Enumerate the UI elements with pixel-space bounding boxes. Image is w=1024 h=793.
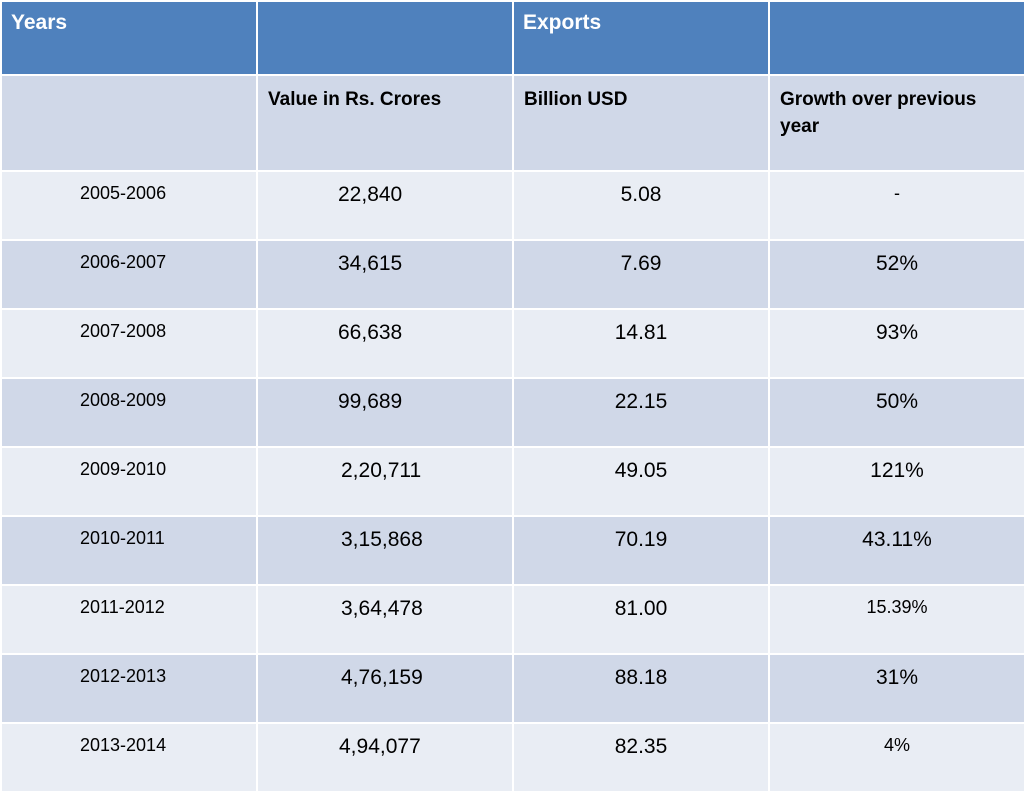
year-cell: 2006-2007	[0, 239, 258, 310]
header-cell-empty-1	[256, 0, 514, 76]
header-years: Years	[11, 11, 68, 34]
year-label: 2012-2013	[80, 666, 167, 686]
usd-cell: 70.19	[512, 515, 770, 586]
value-crores: 99,689	[338, 390, 403, 413]
year-cell: 2012-2013	[0, 653, 258, 724]
usd-cell: 49.05	[512, 446, 770, 517]
value-cell: 4,76,159	[256, 653, 514, 724]
year-label: 2006-2007	[80, 252, 167, 272]
table-row: 2010-2011 3,15,868 70.19 43.11%	[0, 515, 1024, 586]
usd-cell: 88.18	[512, 653, 770, 724]
table-row: 2007-2008 66,638 14.81 93%	[0, 308, 1024, 379]
year-cell: 2008-2009	[0, 377, 258, 448]
subheader-cell-growth: Growth over previous year	[768, 74, 1024, 172]
year-label: 2011-2012	[80, 597, 165, 617]
value-cell: 3,64,478	[256, 584, 514, 655]
value-crores: 4,94,077	[339, 735, 421, 758]
value-growth: 93%	[875, 321, 919, 344]
header-row: Years Exports	[0, 0, 1024, 76]
value-crores: 66,638	[338, 321, 403, 344]
value-cell: 3,15,868	[256, 515, 514, 586]
table-row: 2012-2013 4,76,159 88.18 31%	[0, 653, 1024, 724]
table-row: 2005-2006 22,840 5.08 -	[0, 170, 1024, 241]
growth-cell: 121%	[768, 446, 1024, 517]
subheader-growth: Growth over previous year	[780, 89, 977, 137]
value-usd: 70.19	[614, 528, 668, 551]
header-cell-empty-2	[768, 0, 1024, 76]
table-row: 2006-2007 34,615 7.69 52%	[0, 239, 1024, 310]
value-usd: 14.81	[614, 321, 668, 344]
value-crores: 3,64,478	[341, 597, 423, 620]
subheader-value-crores: Value in Rs. Crores	[268, 89, 442, 110]
growth-cell: 4%	[768, 722, 1024, 793]
value-growth: 4%	[883, 735, 910, 755]
header-cell-years: Years	[0, 0, 258, 76]
value-crores: 22,840	[338, 183, 403, 206]
value-cell: 2,20,711	[256, 446, 514, 517]
value-crores: 2,20,711	[341, 459, 422, 482]
usd-cell: 5.08	[512, 170, 770, 241]
header-exports: Exports	[523, 11, 602, 34]
year-cell: 2011-2012	[0, 584, 258, 655]
year-cell: 2009-2010	[0, 446, 258, 517]
year-cell: 2005-2006	[0, 170, 258, 241]
subheader-cell-usd: Billion USD	[512, 74, 770, 172]
year-label: 2005-2006	[80, 183, 167, 203]
usd-cell: 22.15	[512, 377, 770, 448]
year-cell: 2010-2011	[0, 515, 258, 586]
value-crores: 3,15,868	[341, 528, 423, 551]
value-growth: 50%	[875, 390, 919, 413]
value-usd: 49.05	[614, 459, 668, 482]
value-usd: 7.69	[620, 252, 662, 275]
value-usd: 5.08	[620, 183, 662, 206]
value-growth: 15.39%	[866, 597, 928, 617]
value-crores: 4,76,159	[341, 666, 423, 689]
growth-cell: -	[768, 170, 1024, 241]
value-cell: 99,689	[256, 377, 514, 448]
usd-cell: 81.00	[512, 584, 770, 655]
table-row: 2011-2012 3,64,478 81.00 15.39%	[0, 584, 1024, 655]
table-row: 2013-2014 4,94,077 82.35 4%	[0, 722, 1024, 793]
growth-cell: 31%	[768, 653, 1024, 724]
value-usd: 82.35	[614, 735, 668, 758]
growth-cell: 52%	[768, 239, 1024, 310]
year-label: 2010-2011	[80, 528, 165, 548]
year-cell: 2007-2008	[0, 308, 258, 379]
subheader-cell-empty	[0, 74, 258, 172]
growth-cell: 50%	[768, 377, 1024, 448]
usd-cell: 82.35	[512, 722, 770, 793]
growth-cell: 93%	[768, 308, 1024, 379]
value-growth: -	[894, 183, 900, 203]
year-label: 2007-2008	[80, 321, 167, 341]
value-crores: 34,615	[338, 252, 403, 275]
value-cell: 66,638	[256, 308, 514, 379]
table-row: 2009-2010 2,20,711 49.05 121%	[0, 446, 1024, 517]
year-label: 2008-2009	[80, 390, 167, 410]
value-usd: 22.15	[614, 390, 668, 413]
value-growth: 31%	[875, 666, 919, 689]
table-row: 2008-2009 99,689 22.15 50%	[0, 377, 1024, 448]
usd-cell: 7.69	[512, 239, 770, 310]
year-label: 2009-2010	[80, 459, 167, 479]
growth-cell: 43.11%	[768, 515, 1024, 586]
subheader-billion-usd: Billion USD	[524, 89, 628, 110]
value-usd: 81.00	[614, 597, 668, 620]
growth-cell: 15.39%	[768, 584, 1024, 655]
year-label: 2013-2014	[80, 735, 167, 755]
value-growth: 121%	[870, 459, 924, 482]
value-growth: 52%	[875, 252, 919, 275]
subheader-row: Value in Rs. Crores Billion USD Growth o…	[0, 74, 1024, 172]
subheader-cell-value: Value in Rs. Crores	[256, 74, 514, 172]
value-cell: 22,840	[256, 170, 514, 241]
value-usd: 88.18	[614, 666, 668, 689]
year-cell: 2013-2014	[0, 722, 258, 793]
value-growth: 43.11%	[862, 528, 932, 551]
value-cell: 34,615	[256, 239, 514, 310]
value-cell: 4,94,077	[256, 722, 514, 793]
usd-cell: 14.81	[512, 308, 770, 379]
header-cell-exports: Exports	[512, 0, 770, 76]
